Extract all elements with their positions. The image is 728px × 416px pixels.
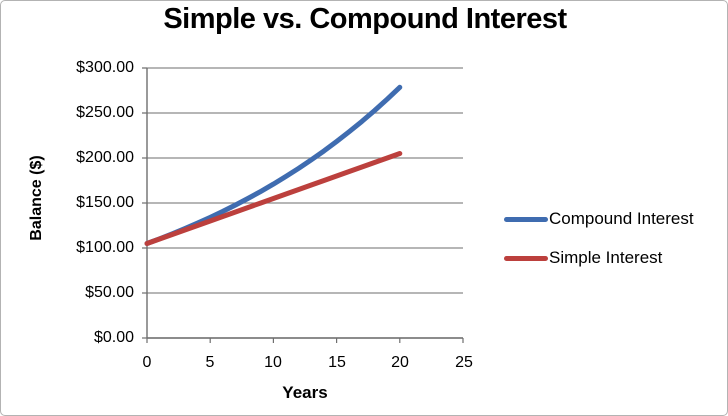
legend-line-swatch-compound xyxy=(504,216,548,222)
series-line-simple-interest xyxy=(144,151,403,246)
y-tick-label: $50.00 xyxy=(85,284,134,301)
chart-title: Simple vs. Compound Interest xyxy=(163,3,567,35)
x-tick-label: 25 xyxy=(455,354,473,371)
legend-item-compound-interest: Compound Interest xyxy=(504,209,694,229)
y-tick-label: $100.00 xyxy=(76,239,134,256)
y-tick-label: $150.00 xyxy=(76,194,134,211)
y-tick-label: $300.00 xyxy=(76,59,134,76)
x-tick-label: 20 xyxy=(391,354,409,371)
legend-label-simple: Simple Interest xyxy=(549,248,663,267)
y-tick-label: $200.00 xyxy=(76,149,134,166)
legend-item-simple-interest: Simple Interest xyxy=(504,248,662,268)
y-tick-label: $0.00 xyxy=(93,329,134,346)
x-tick-label: 10 xyxy=(264,354,282,371)
y-tick-label: $250.00 xyxy=(76,104,134,121)
x-tick-label: 15 xyxy=(328,354,346,371)
x-axis-title: Years xyxy=(282,383,328,402)
x-tick-label: 5 xyxy=(205,354,215,371)
legend-label-compound: Compound Interest xyxy=(549,209,694,228)
legend-line-swatch-simple xyxy=(504,255,548,261)
x-tick-label: 0 xyxy=(142,354,152,371)
